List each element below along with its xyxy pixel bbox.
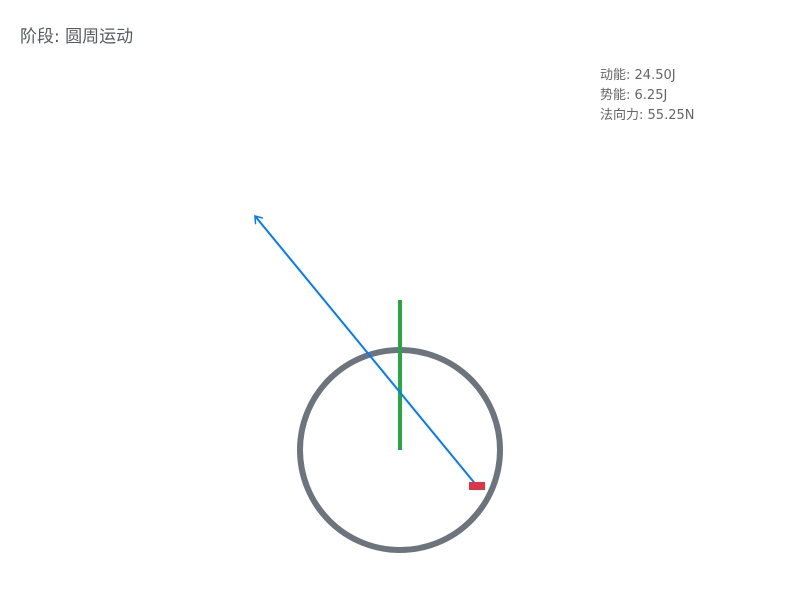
potential-energy-row: 势能: 6.25J [600, 88, 668, 103]
potential-energy-value: 6.25J [634, 88, 668, 103]
kinetic-energy-row: 动能: 24.50J [600, 68, 676, 83]
phase-separator: : [54, 27, 66, 47]
normal-force-row: 法向力: 55.25N [600, 108, 695, 123]
normal-force-label: 法向力 [600, 108, 640, 123]
potential-energy-label: 势能 [600, 88, 627, 103]
kinetic-energy-label: 动能 [600, 68, 627, 83]
stats-panel: 动能: 24.50J 势能: 6.25J 法向力: 55.25N [600, 66, 694, 126]
kinetic-energy-value: 24.50J [634, 68, 676, 83]
phase-label: 阶段 [20, 27, 54, 47]
sliding-block [469, 482, 485, 490]
phase-value: 圆周运动 [65, 27, 134, 47]
normal-force-value: 55.25N [647, 108, 695, 123]
velocity-arrow [255, 216, 478, 487]
phase-title: 阶段: 圆周运动 [20, 22, 133, 47]
